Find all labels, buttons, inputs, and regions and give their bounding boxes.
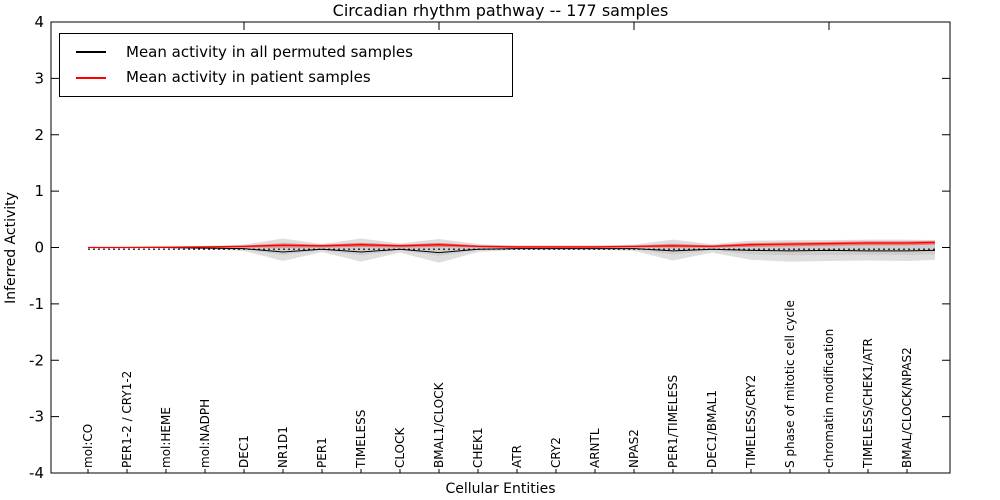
x-tick-label: CHEK1	[471, 428, 485, 469]
x-tick-label: DEC1	[237, 435, 251, 468]
x-tick-label: ATR	[510, 445, 524, 468]
x-tick-label: NPAS2	[627, 429, 641, 468]
chart-title: Circadian rhythm pathway -- 177 samples	[332, 1, 669, 20]
x-tick-label: TIMELESS/CHEK1/ATR	[861, 338, 875, 469]
legend-line-swatch-patient	[76, 76, 106, 79]
x-tick-label: mol:NADPH	[198, 399, 212, 468]
y-tick-label: 1	[34, 182, 44, 200]
y-tick-label: 3	[34, 69, 44, 87]
y-tick-label: -1	[29, 295, 44, 313]
legend-line-swatch-permuted	[76, 51, 106, 54]
x-tick-label: TIMELESS/CRY2	[744, 375, 758, 469]
x-tick-label: chromatin modification	[822, 329, 836, 468]
y-tick-label: 0	[34, 239, 44, 257]
x-tick-label: BMAL/CLOCK/NPAS2	[900, 347, 914, 468]
y-tick-label: -2	[29, 351, 44, 369]
x-tick-label: PER1/TIMELESS	[666, 375, 680, 468]
x-tick-label: PER1-2 / CRY1-2	[120, 371, 134, 468]
legend-item: Mean activity in all permuted samples	[60, 42, 512, 61]
x-tick-label: CRY2	[549, 437, 563, 468]
y-tick-label: 4	[34, 13, 44, 31]
y-tick-label: -3	[29, 408, 44, 426]
series-line-patient	[88, 241, 936, 249]
x-tick-label: NR1D1	[276, 426, 290, 468]
y-axis-label: Inferred Activity	[3, 192, 19, 304]
x-tick-label: S phase of mitotic cell cycle	[783, 300, 797, 468]
legend-item: Mean activity in patient samples	[60, 70, 512, 85]
band-permuted-samples-range	[88, 238, 935, 263]
x-tick-label: ARNTL	[588, 428, 602, 468]
x-tick-label: CLOCK	[393, 427, 407, 468]
x-tick-label: TIMELESS	[354, 410, 368, 469]
y-tick-label: -4	[29, 464, 44, 482]
legend: Mean activity in all permuted samples Me…	[59, 33, 513, 97]
x-tick-label: PER1	[315, 437, 329, 468]
x-tick-label: mol:CO	[81, 424, 95, 468]
x-tick-label: mol:HEME	[159, 407, 173, 468]
legend-item-label: Mean activity in all permuted samples	[126, 42, 413, 61]
legend-item-label: Mean activity in patient samples	[126, 68, 371, 87]
x-tick-label: BMAL1/CLOCK	[432, 381, 446, 468]
series-line-permuted	[88, 247, 936, 254]
x-axis-label: Cellular Entities	[445, 481, 556, 497]
x-tick-label: DEC1/BMAL1	[705, 390, 719, 468]
y-tick-label: 2	[34, 126, 44, 144]
